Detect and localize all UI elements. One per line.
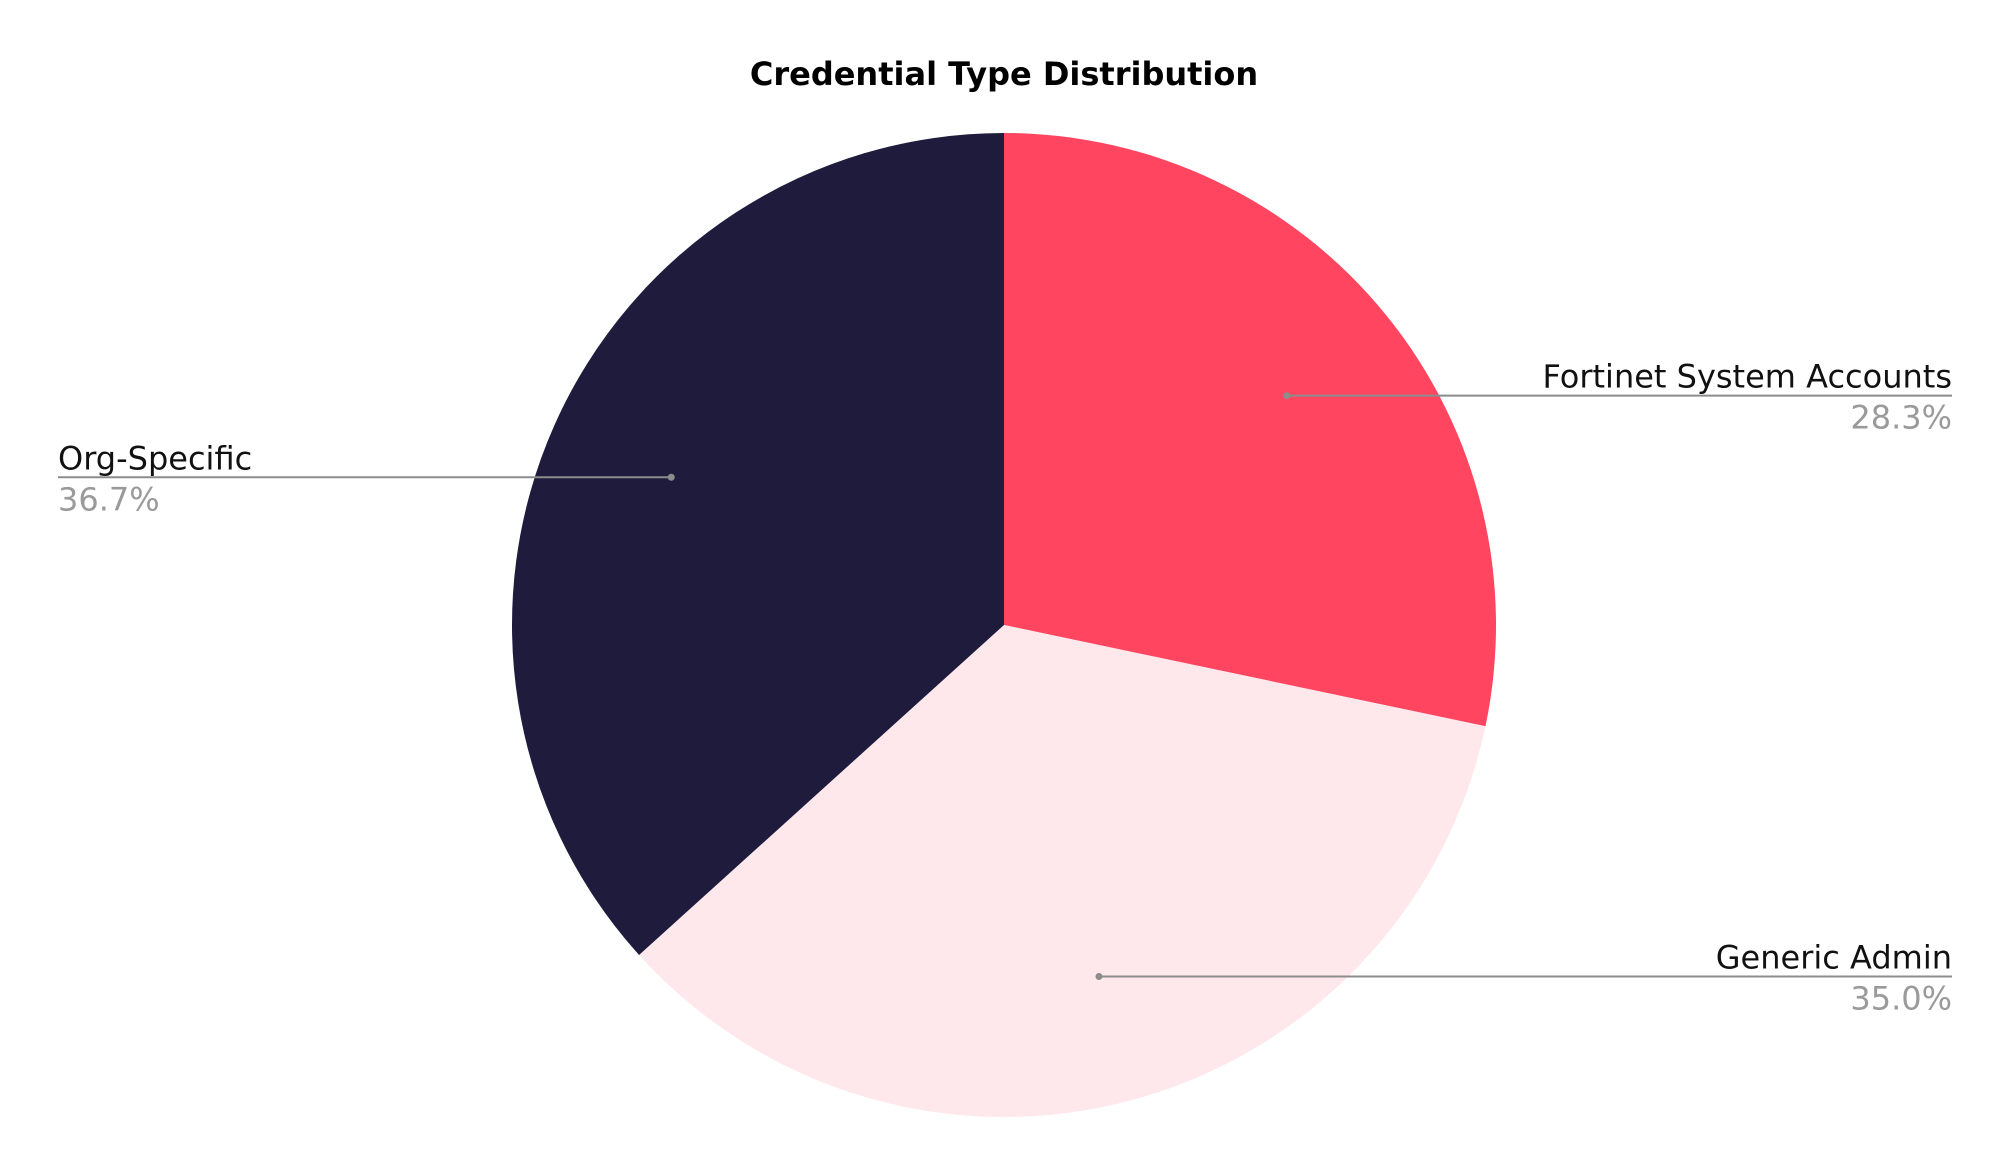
slice-percent-org-specific: 36.7% bbox=[58, 480, 160, 518]
slice-label-generic-admin: Generic Admin bbox=[1716, 938, 1952, 976]
slice-percent-generic-admin: 35.0% bbox=[1850, 979, 1952, 1017]
pie-slice-org-specific bbox=[512, 132, 1004, 955]
pie-slice-fortinet-system-accounts bbox=[1004, 133, 1496, 727]
slice-label-fortinet-system-accounts: Fortinet System Accounts bbox=[1543, 358, 1953, 396]
leader-dot-generic-admin bbox=[1095, 972, 1103, 980]
pie-slices bbox=[512, 132, 1496, 1117]
slice-label-org-specific: Org-Specific bbox=[58, 439, 252, 477]
chart-title: Credential Type Distribution bbox=[750, 55, 1258, 93]
leader-dot-fortinet-system-accounts bbox=[1283, 392, 1291, 400]
leader-dot-org-specific bbox=[667, 473, 675, 481]
pie-slice-generic-admin bbox=[639, 625, 1486, 1117]
slice-percent-fortinet-system-accounts: 28.3% bbox=[1850, 399, 1952, 437]
